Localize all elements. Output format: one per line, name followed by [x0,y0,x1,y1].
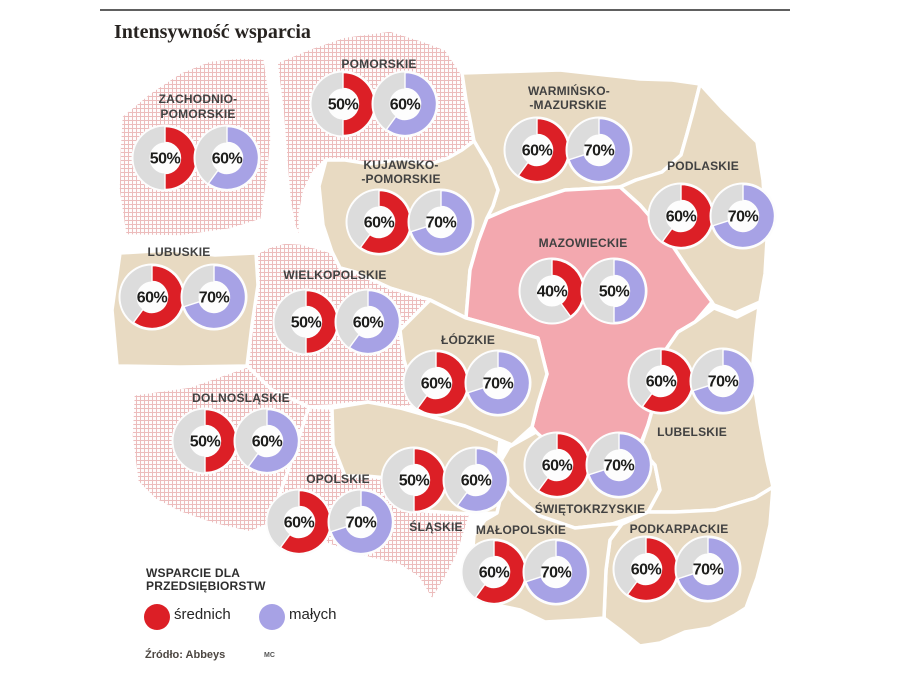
svg-text:MAZOWIECKIE: MAZOWIECKIE [539,236,628,250]
svg-text:60%: 60% [631,562,662,579]
svg-text:60%: 60% [522,143,553,160]
svg-text:70%: 70% [426,215,457,232]
svg-text:50%: 50% [291,315,322,332]
svg-text:70%: 70% [541,565,572,582]
svg-text:-POMORSKIE: -POMORSKIE [361,172,440,186]
svg-text:60%: 60% [353,315,384,332]
svg-text:70%: 70% [693,562,724,579]
svg-text:PODKARPACKIE: PODKARPACKIE [630,522,729,536]
svg-text:50%: 50% [399,473,430,490]
svg-text:LUBELSKIE: LUBELSKIE [657,425,727,439]
svg-text:40%: 40% [537,284,568,301]
svg-text:60%: 60% [284,515,315,532]
svg-text:70%: 70% [483,376,514,393]
svg-text:WSPARCIE DLA: WSPARCIE DLA [146,566,240,580]
svg-text:60%: 60% [646,374,677,391]
svg-text:60%: 60% [542,458,573,475]
svg-text:ZACHODNIO-: ZACHODNIO- [159,92,238,106]
svg-text:POMORSKIE: POMORSKIE [160,107,235,121]
svg-text:POMORSKIE: POMORSKIE [341,57,416,71]
svg-text:ŁÓDZKIE: ŁÓDZKIE [441,332,495,347]
svg-text:70%: 70% [708,374,739,391]
svg-text:PRZEDSIĘBIORSTW: PRZEDSIĘBIORSTW [146,579,266,593]
svg-text:średnich: średnich [174,606,231,623]
svg-text:MAŁOPOLSKIE: MAŁOPOLSKIE [476,523,566,537]
svg-text:60%: 60% [137,290,168,307]
svg-text:WIELKOPOLSKIE: WIELKOPOLSKIE [283,268,386,282]
svg-text:50%: 50% [599,284,630,301]
svg-text:ŚLĄSKIE: ŚLĄSKIE [409,519,462,534]
svg-text:60%: 60% [479,565,510,582]
svg-text:70%: 70% [584,143,615,160]
svg-text:60%: 60% [421,376,452,393]
svg-text:PODLASKIE: PODLASKIE [667,159,739,173]
svg-text:60%: 60% [252,434,283,451]
svg-text:60%: 60% [461,473,492,490]
svg-text:-MAZURSKIE: -MAZURSKIE [529,98,606,112]
svg-text:60%: 60% [212,151,243,168]
svg-text:Intensywność wsparcia: Intensywność wsparcia [114,21,311,43]
svg-text:70%: 70% [728,209,759,226]
svg-text:małych: małych [289,606,337,623]
svg-text:LUBUSKIE: LUBUSKIE [148,245,211,259]
svg-text:OPOLSKIE: OPOLSKIE [306,472,370,486]
svg-text:70%: 70% [604,458,635,475]
svg-text:60%: 60% [364,215,395,232]
svg-text:70%: 70% [199,290,230,307]
svg-text:Źródło: Abbeys: Źródło: Abbeys [145,648,225,661]
svg-text:MC: MC [264,652,275,659]
svg-text:60%: 60% [666,209,697,226]
svg-text:60%: 60% [390,97,421,114]
svg-text:KUJAWSKO-: KUJAWSKO- [363,158,438,172]
svg-text:50%: 50% [328,97,359,114]
svg-text:50%: 50% [190,434,221,451]
svg-text:70%: 70% [346,515,377,532]
svg-text:WARMIŃSKO-: WARMIŃSKO- [528,83,610,98]
svg-text:DOLNOŚLĄSKIE: DOLNOŚLĄSKIE [192,390,290,405]
svg-text:50%: 50% [150,151,181,168]
svg-text:ŚWIĘTOKRZYSKIE: ŚWIĘTOKRZYSKIE [535,501,646,516]
